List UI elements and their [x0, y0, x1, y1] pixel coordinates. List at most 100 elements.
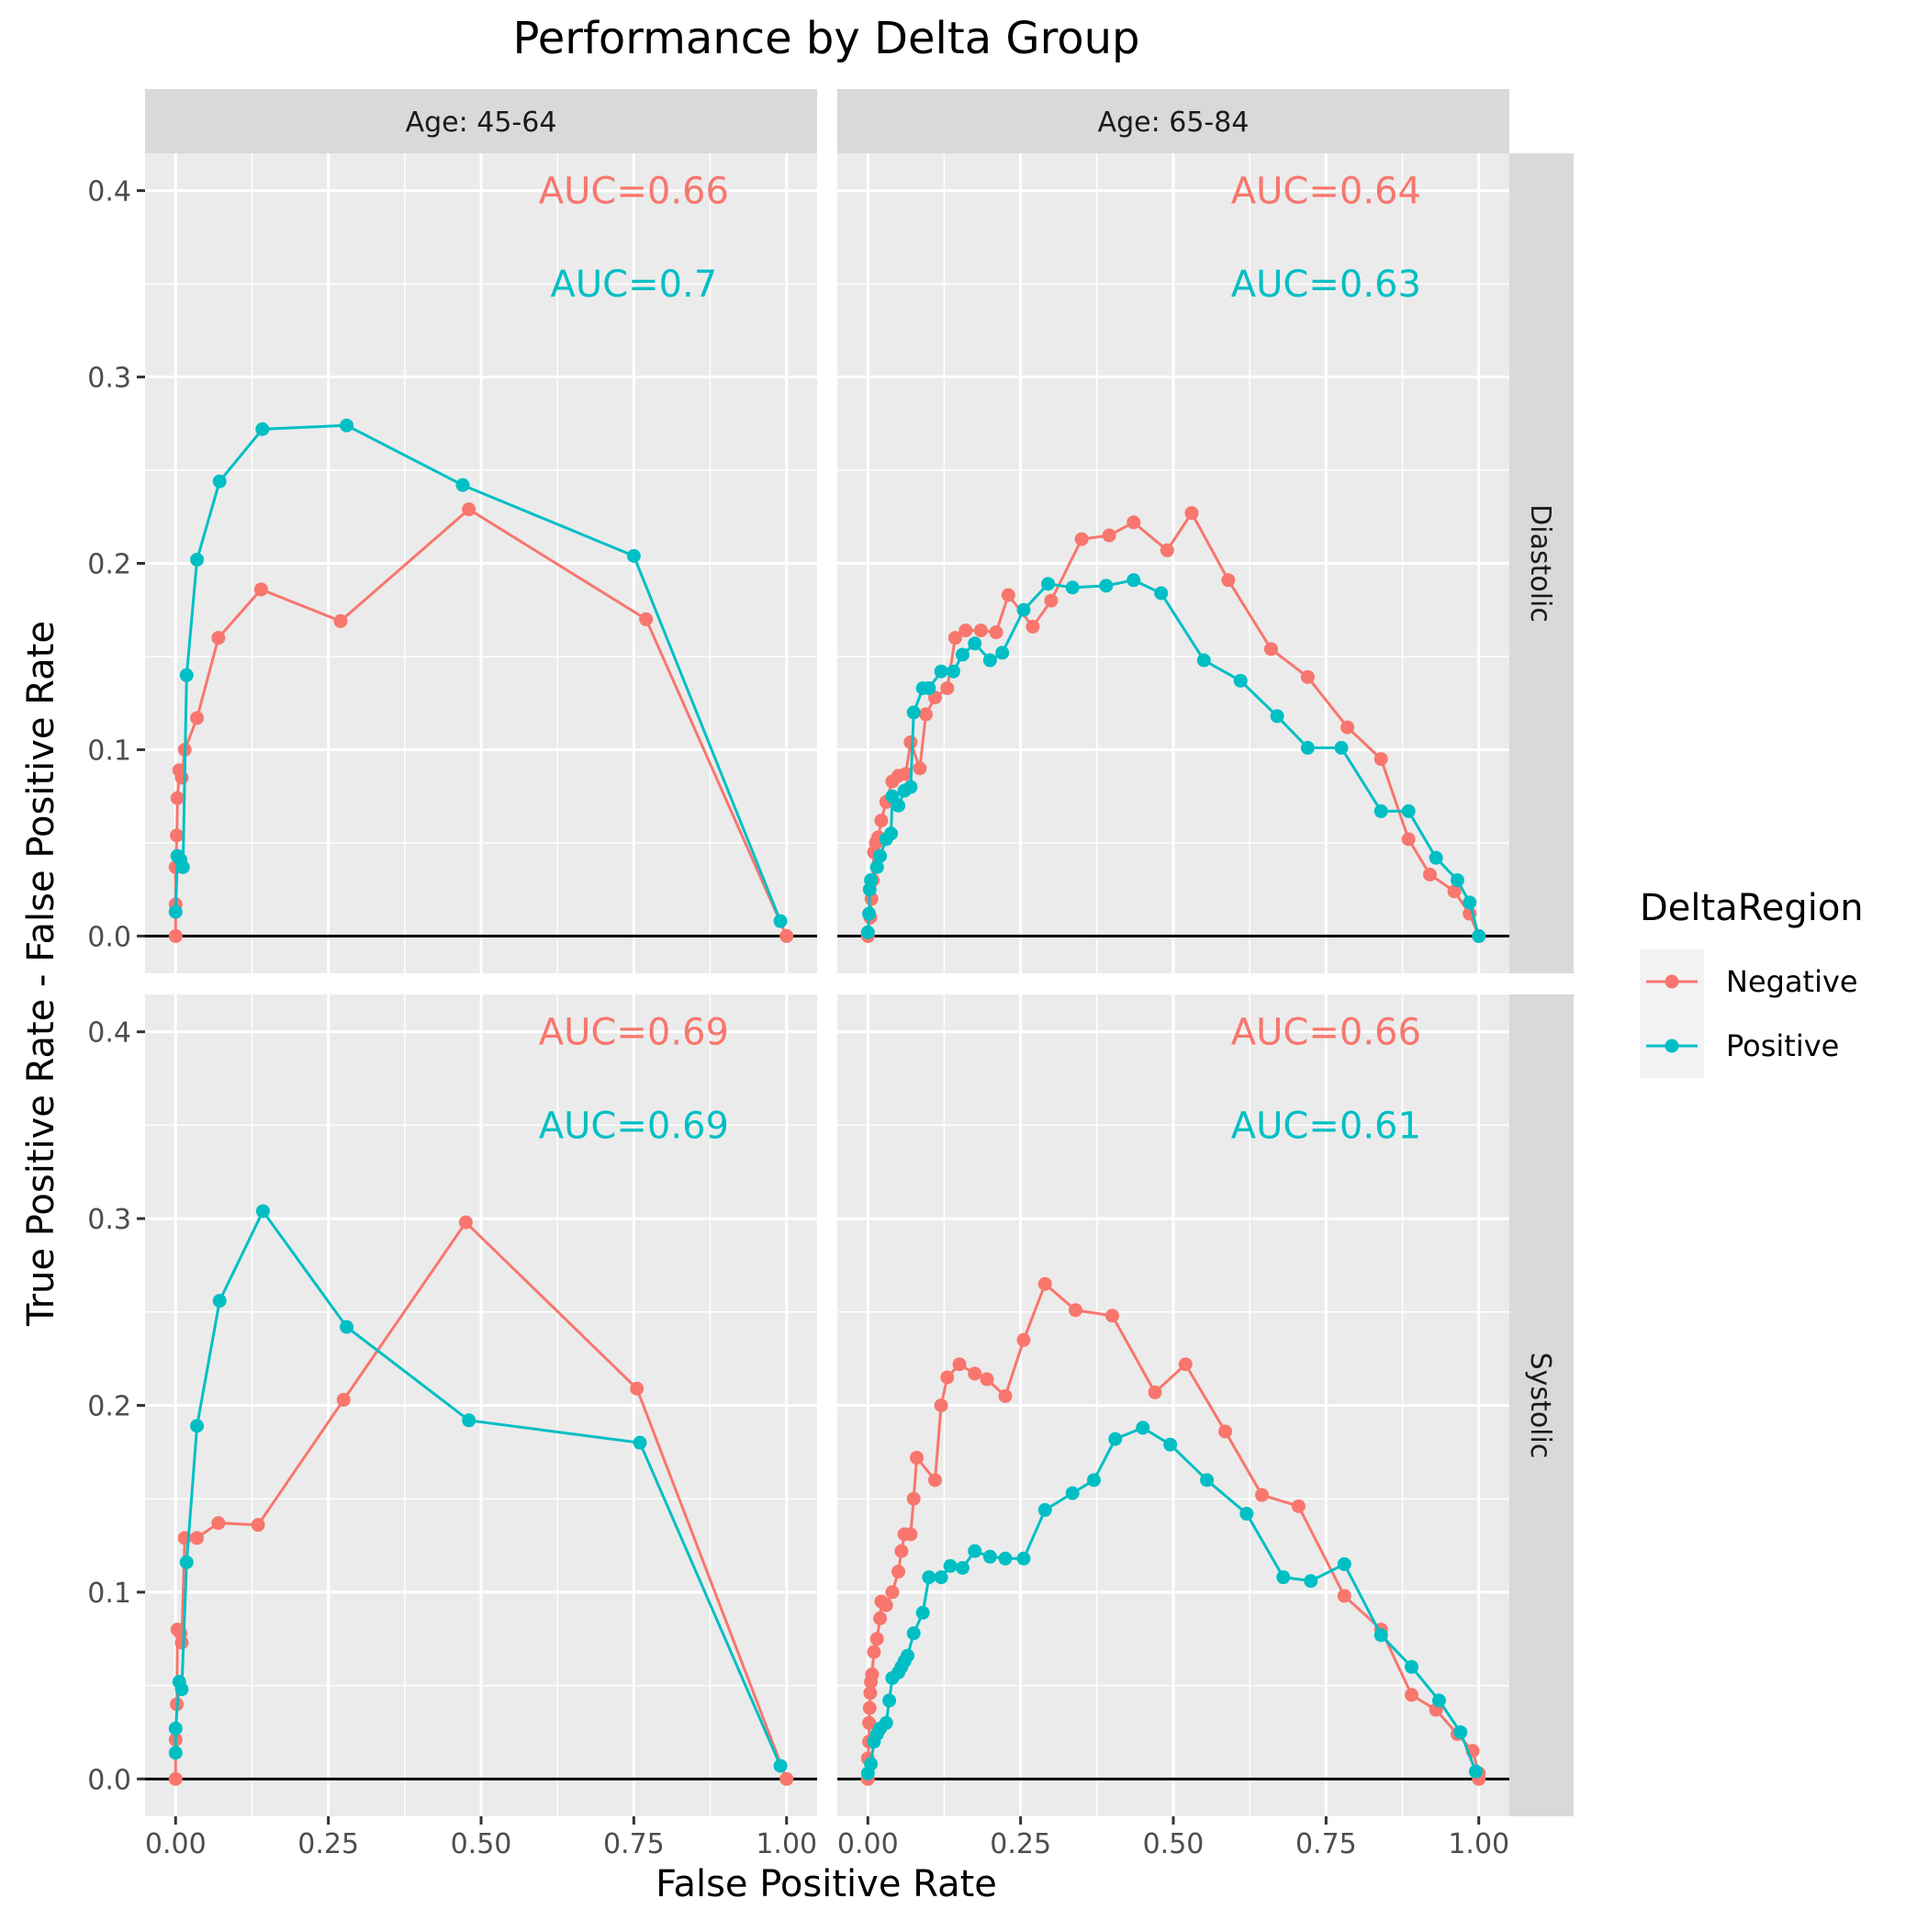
data-point-positive	[1239, 1506, 1254, 1521]
x-axis-title: False Positive Rate	[656, 1863, 997, 1905]
data-point-negative	[1218, 1424, 1233, 1439]
data-point-positive	[1472, 928, 1486, 943]
data-point-negative	[779, 928, 794, 943]
data-point-negative	[333, 613, 348, 628]
panel-1-2: AUC=0.69 AUC=0.69	[145, 994, 817, 1816]
legend-label: Positive	[1726, 1028, 1839, 1063]
data-point-negative	[952, 1357, 967, 1372]
data-point-positive	[174, 1682, 189, 1697]
strip-label: Age: 65-84	[1098, 107, 1250, 139]
data-point-positive	[1276, 1570, 1291, 1585]
data-point-negative	[913, 761, 927, 776]
data-point-negative	[174, 770, 189, 785]
data-point-negative	[1291, 1499, 1306, 1513]
data-point-positive	[255, 421, 270, 436]
data-point-positive	[190, 552, 205, 567]
data-point-negative	[253, 582, 268, 597]
data-point-negative	[1337, 1589, 1351, 1603]
legend-item-negative: Negative	[1640, 949, 1858, 1014]
data-point-negative	[1001, 588, 1015, 602]
data-point-positive	[1373, 803, 1388, 818]
data-point-negative	[1026, 620, 1040, 635]
data-point-negative	[1401, 832, 1416, 847]
data-point-negative	[1074, 532, 1089, 546]
data-point-positive	[1300, 740, 1315, 755]
data-point-positive	[891, 798, 906, 813]
auc-label-negative: AUC=0.66	[539, 171, 729, 213]
data-point-positive	[633, 1435, 647, 1450]
data-point-negative	[458, 1215, 473, 1230]
data-point-negative	[1447, 884, 1462, 899]
data-point-positive	[998, 1551, 1013, 1566]
data-point-positive	[773, 1758, 788, 1773]
data-point-positive	[1016, 1551, 1031, 1566]
data-point-positive	[982, 653, 997, 668]
data-point-negative	[973, 623, 988, 638]
strip-background	[1509, 994, 1574, 1816]
data-point-negative	[873, 1611, 888, 1625]
y-tick-label: 0.2	[87, 1391, 131, 1423]
data-point-positive	[1405, 1659, 1419, 1674]
data-point-positive	[340, 1320, 354, 1334]
strip-label: Diastolic	[1524, 504, 1556, 623]
legend-key-point	[1665, 974, 1679, 989]
data-point-negative	[903, 1527, 918, 1542]
y-tick-label: 0.3	[87, 1204, 131, 1236]
data-point-positive	[882, 1693, 897, 1708]
data-point-negative	[1037, 1276, 1052, 1291]
x-tick-label: 0.25	[990, 1828, 1051, 1860]
data-point-negative	[918, 707, 933, 722]
data-point-negative	[903, 735, 918, 749]
data-point-positive	[168, 1721, 183, 1735]
data-point-positive	[873, 848, 888, 863]
y-tick-label: 0.1	[87, 735, 131, 767]
data-point-negative	[630, 1381, 645, 1396]
data-point-positive	[869, 859, 884, 874]
data-point-negative	[1016, 1332, 1031, 1347]
y-tick-label: 0.4	[87, 176, 131, 208]
legend: DeltaRegion Negative Positive	[1640, 887, 1864, 1078]
data-point-positive	[906, 1626, 921, 1641]
data-point-positive	[864, 873, 879, 888]
x-tick-label: 0.50	[1143, 1828, 1205, 1860]
data-point-positive	[968, 636, 982, 651]
facet-strip-col-2: Age: 65-84	[837, 89, 1509, 153]
data-point-negative	[867, 1645, 881, 1659]
data-point-positive	[901, 1648, 915, 1663]
data-point-negative	[1340, 720, 1355, 735]
auc-label-positive: AUC=0.69	[539, 1105, 729, 1147]
data-point-positive	[906, 705, 921, 720]
data-point-positive	[1450, 873, 1464, 888]
data-point-positive	[879, 1715, 893, 1730]
data-point-negative	[989, 625, 1003, 640]
data-point-positive	[773, 914, 788, 928]
data-point-positive	[955, 1560, 970, 1575]
strip-background	[1509, 153, 1574, 973]
data-point-negative	[927, 1473, 942, 1488]
data-point-positive	[1136, 1421, 1150, 1435]
x-tick-label: 1.00	[756, 1828, 817, 1860]
data-point-positive	[884, 826, 899, 841]
y-axis-row-1: 0.0 0.1 0.2 0.3 0.4	[87, 176, 145, 953]
y-tick-label: 0.4	[87, 1017, 131, 1050]
x-tick-label: 0.50	[451, 1828, 512, 1860]
data-point-negative	[998, 1388, 1013, 1403]
data-point-negative	[190, 711, 205, 725]
data-point-negative	[968, 1366, 982, 1381]
auc-label-positive: AUC=0.61	[1231, 1105, 1421, 1147]
data-point-negative	[211, 1516, 226, 1531]
data-point-negative	[1300, 669, 1315, 684]
data-point-negative	[865, 1667, 880, 1681]
panel-1-1: AUC=0.66 AUC=0.7	[145, 153, 817, 973]
data-point-positive	[1196, 653, 1211, 668]
data-point-positive	[1086, 1473, 1101, 1488]
data-point-negative	[906, 1491, 921, 1506]
y-tick-label: 0.0	[87, 921, 131, 953]
data-point-positive	[1099, 578, 1114, 593]
data-point-positive	[168, 1746, 183, 1760]
data-point-negative	[885, 1585, 900, 1600]
data-point-negative	[862, 1715, 877, 1730]
y-tick-label: 0.0	[87, 1764, 131, 1796]
data-point-negative	[862, 1701, 877, 1715]
